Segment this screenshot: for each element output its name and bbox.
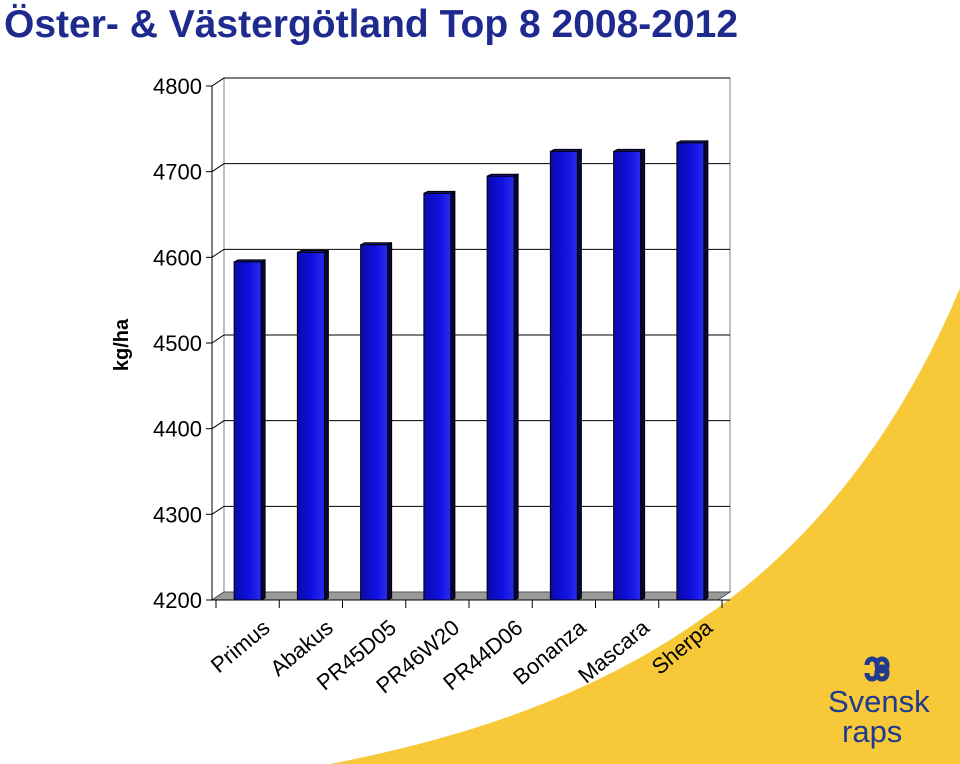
bar-side-face: [703, 140, 709, 601]
yellow-swoosh-decoration: [330, 288, 960, 764]
bar-front-face: [486, 175, 515, 601]
y-tick-label: 4400: [153, 417, 202, 442]
gridline: [211, 77, 730, 87]
bar-front-face: [233, 261, 262, 601]
svensk-raps-logo: Svensk raps: [822, 652, 942, 752]
plot-area: [210, 77, 732, 601]
bar-front-face: [676, 142, 705, 601]
y-tick-label: 4700: [153, 160, 202, 185]
logo-text-raps: raps: [842, 714, 903, 749]
bar-sherpa: [676, 140, 709, 601]
bar-side-face: [513, 173, 519, 601]
bar-side-face: [576, 148, 582, 601]
bar-front-face: [296, 251, 325, 601]
bar-pr44d06: [486, 173, 519, 601]
chart-floor: [210, 591, 732, 601]
bar-front-face: [613, 150, 642, 601]
bar-pr45d05: [360, 241, 393, 601]
x-tick-label: Bonanza: [508, 614, 591, 689]
bar-primus: [233, 259, 266, 601]
bar-bonanza: [549, 148, 582, 601]
bar-side-face: [450, 190, 456, 601]
bar-side-face: [387, 241, 393, 601]
bar-abakus: [296, 249, 329, 601]
bar-side-face: [260, 259, 266, 601]
bar-side-face: [323, 249, 329, 601]
bar-front-face: [360, 244, 389, 601]
bar-front-face: [549, 150, 578, 601]
y-tick-label: 4600: [153, 245, 202, 270]
y-axis-ticks: 4800 4700 4600 4500 4400 4300 4200: [153, 74, 213, 613]
y-tick-label: 4800: [153, 74, 202, 99]
bars: [233, 140, 709, 601]
bar-front-face: [423, 192, 452, 601]
bar-pr46w20: [423, 190, 456, 601]
logo-text-svensk: Svensk: [828, 684, 930, 719]
bar-mascara: [613, 148, 646, 601]
y-tick-label: 4300: [153, 502, 202, 527]
svensk-raps-logo-icon: [864, 656, 890, 682]
y-axis-label: kg/ha: [111, 318, 133, 371]
chart-title: Öster- & Västergötland Top 8 2008-2012: [4, 3, 739, 46]
y-tick-label: 4200: [153, 588, 202, 613]
x-tick-label: Primus: [206, 615, 275, 678]
bar-side-face: [640, 148, 646, 601]
y-tick-label: 4500: [153, 331, 202, 356]
